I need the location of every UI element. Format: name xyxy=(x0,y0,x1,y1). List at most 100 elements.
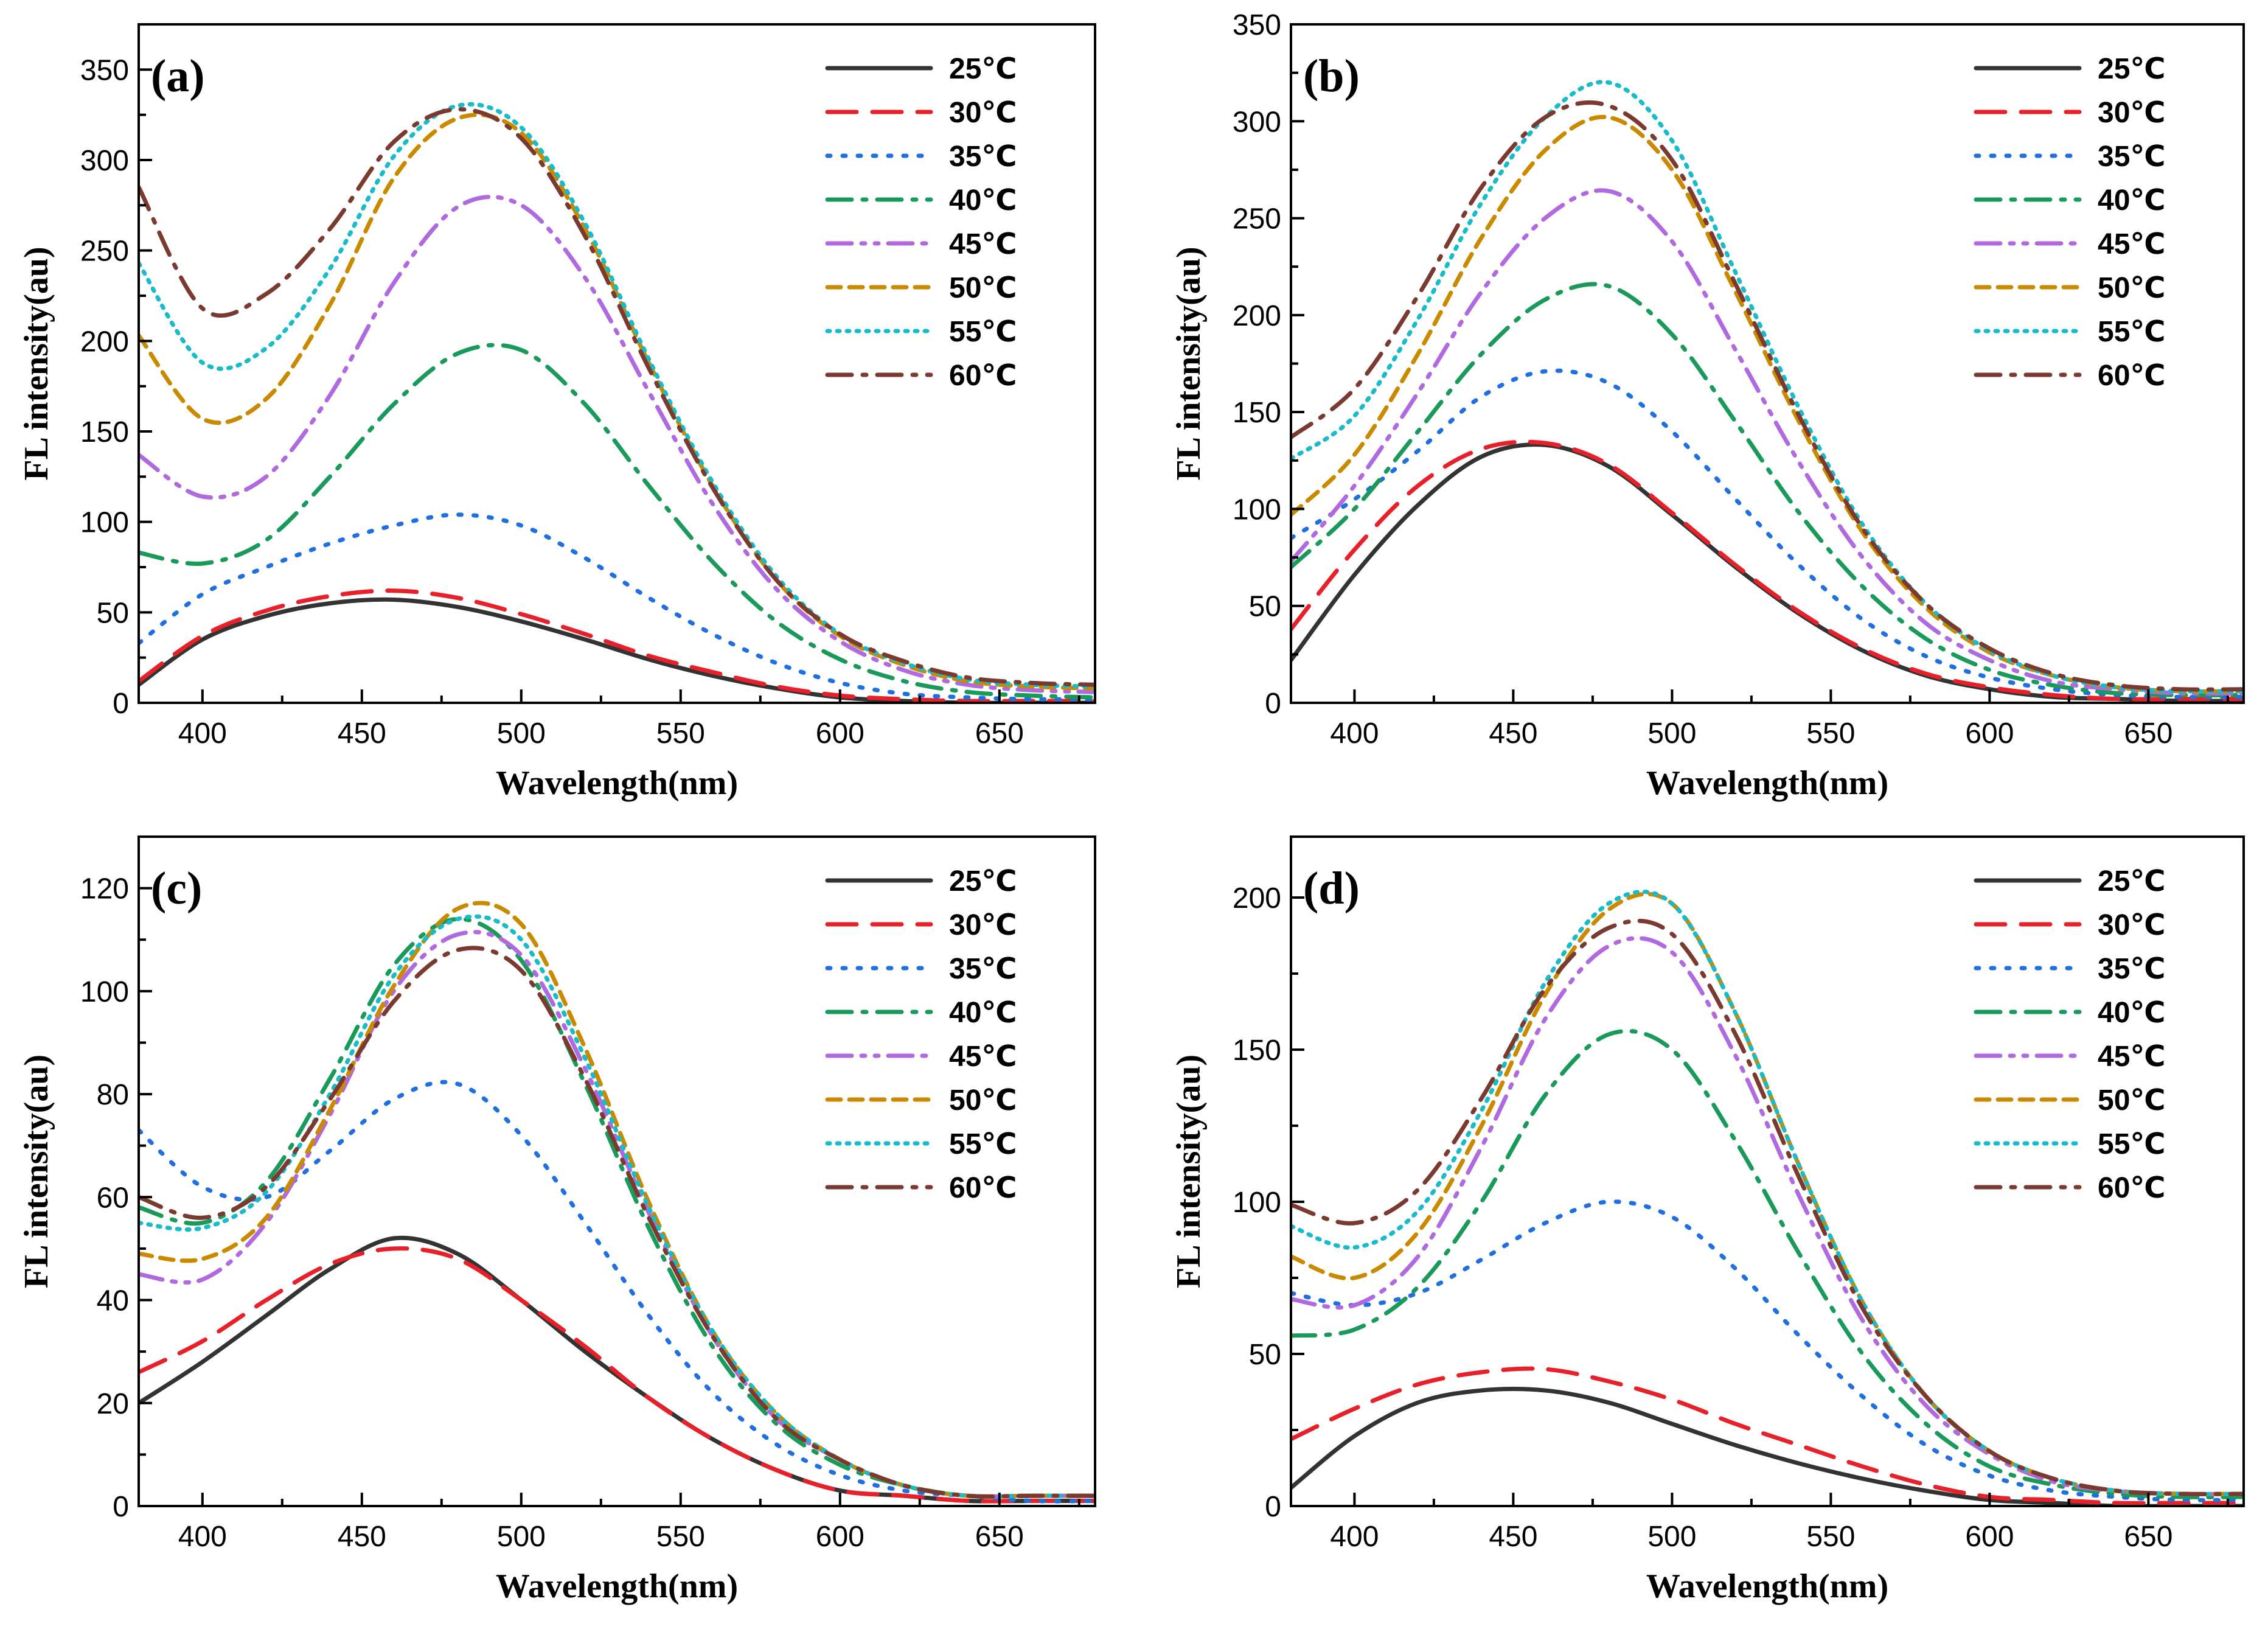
legend-label: 25℃ xyxy=(949,865,1017,898)
y-tick-label: 60 xyxy=(97,1182,129,1214)
y-tick-label: 0 xyxy=(1265,688,1281,720)
y-tick-label: 250 xyxy=(1233,203,1281,235)
legend-label: 40℃ xyxy=(949,997,1017,1029)
y-tick-label: 350 xyxy=(1233,9,1281,41)
panel-label: (c) xyxy=(151,863,202,914)
legend: 25℃ 30℃ 35℃ 40℃ 45℃ 50℃ 55℃ 60℃ xyxy=(825,865,1017,1204)
series-line-25c xyxy=(139,597,1095,703)
series-line-35c xyxy=(139,1079,1095,1504)
x-tick-label: 550 xyxy=(656,1521,705,1553)
x-tick-label: 400 xyxy=(1330,717,1379,750)
y-tick-label: 200 xyxy=(80,326,129,358)
y-tick-label: 50 xyxy=(1249,1339,1281,1371)
y-tick-label: 50 xyxy=(1249,591,1281,623)
axes-frame xyxy=(137,835,1096,1507)
x-tick-label: 500 xyxy=(497,717,546,750)
series-line-55c xyxy=(1291,80,2244,694)
y-tick-label: 50 xyxy=(97,597,129,629)
x-tick-label: 450 xyxy=(1489,717,1537,750)
y-tick-label: 350 xyxy=(80,54,129,86)
y-axis-label: FL intensity(au) xyxy=(1170,1055,1208,1288)
y-tick-label: 0 xyxy=(1265,1491,1281,1523)
legend-label: 45℃ xyxy=(2098,228,2166,260)
y-tick-label: 80 xyxy=(97,1079,129,1111)
y-tick-label: 150 xyxy=(1233,397,1281,429)
series-line-35c xyxy=(139,512,1095,702)
y-tick-label: 100 xyxy=(80,976,129,1008)
legend-label: 60℃ xyxy=(2098,360,2166,392)
series-line-40c xyxy=(139,343,1095,700)
legend-label: 35℃ xyxy=(2098,141,2166,173)
x-tick-label: 650 xyxy=(2124,717,2172,750)
legend-label: 60℃ xyxy=(949,360,1017,392)
series-line-45c xyxy=(139,195,1095,694)
panel-c: 400 450 500 550 600 650 0 20 40 60 80 100 120 Wavelen… xyxy=(18,835,1096,1605)
y-axis-label: FL intensity(au) xyxy=(1170,246,1208,480)
x-axis-label: Wavelength(nm) xyxy=(496,1568,738,1605)
series-group xyxy=(1291,890,2244,1506)
y-tick-label: 0 xyxy=(113,1491,129,1523)
legend-label: 60℃ xyxy=(2098,1172,2166,1204)
x-tick-label: 500 xyxy=(1647,717,1696,750)
x-axis-label: Wavelength(nm) xyxy=(1646,1568,1888,1605)
y-tick-label: 100 xyxy=(1233,1187,1281,1219)
y-tick-label: 200 xyxy=(1233,882,1281,915)
panel-b: 400 450 500 550 600 650 0 50 100 150 200 250 300 350 W… xyxy=(1170,9,2245,802)
x-tick-label: 600 xyxy=(816,717,864,750)
panel-a: 400 450 500 550 600 650 0 50 100 150 200 250 300 350 W… xyxy=(18,23,1096,802)
legend-label: 45℃ xyxy=(2098,1041,2166,1073)
legend-label: 50℃ xyxy=(949,272,1017,304)
series-line-45c xyxy=(1291,936,2244,1496)
series-line-60c xyxy=(1291,918,2244,1496)
series-line-35c xyxy=(1291,368,2244,700)
x-tick-label: 400 xyxy=(1330,1521,1379,1553)
legend-label: 30℃ xyxy=(2098,97,2166,129)
series-line-60c xyxy=(139,946,1095,1499)
series-group xyxy=(1291,80,2244,703)
legend-label: 40℃ xyxy=(2098,997,2166,1029)
axes-frame xyxy=(1290,835,2245,1507)
legend-label: 50℃ xyxy=(2098,1084,2166,1117)
y-tick-label: 200 xyxy=(1233,300,1281,332)
x-tick-label: 600 xyxy=(1965,1521,2014,1553)
x-tick-label: 500 xyxy=(497,1521,546,1553)
series-line-60c xyxy=(1291,100,2244,692)
x-tick-label: 600 xyxy=(816,1521,864,1553)
legend-label: 35℃ xyxy=(949,141,1017,173)
x-tick-label: 550 xyxy=(1806,717,1855,750)
legend-label: 30℃ xyxy=(949,909,1017,941)
series-group xyxy=(139,102,1095,703)
legend-label: 55℃ xyxy=(2098,316,2166,348)
series-line-30c xyxy=(1291,439,2244,702)
legend-label: 35℃ xyxy=(2098,953,2166,985)
y-tick-label: 150 xyxy=(80,416,129,448)
x-tick-label: 600 xyxy=(1965,717,2014,750)
panel-label: (b) xyxy=(1303,51,1360,102)
series-line-40c xyxy=(1291,1028,2244,1499)
x-tick-label: 550 xyxy=(656,717,705,750)
legend-label: 40℃ xyxy=(2098,184,2166,217)
y-axis-label: FL intensity(au) xyxy=(18,1055,55,1288)
series-line-25c xyxy=(139,1235,1095,1504)
x-tick-label: 400 xyxy=(178,717,227,750)
x-tick-label: 450 xyxy=(338,1521,386,1553)
y-axis-label: FL intensity(au) xyxy=(18,246,55,480)
panel-label: (a) xyxy=(151,51,205,102)
series-line-25c xyxy=(1291,442,2244,703)
legend-label: 30℃ xyxy=(2098,909,2166,941)
legend-label: 30℃ xyxy=(949,97,1017,129)
legend-label: 50℃ xyxy=(949,1084,1017,1117)
x-tick-label: 400 xyxy=(178,1521,227,1553)
series-line-30c xyxy=(1291,1366,2244,1505)
y-tick-label: 150 xyxy=(1233,1034,1281,1067)
legend-label: 55℃ xyxy=(949,1128,1017,1160)
series-line-40c xyxy=(1291,282,2244,698)
series-line-50c xyxy=(139,113,1095,691)
series-line-30c xyxy=(139,588,1095,703)
panel-d: 400 450 500 550 600 650 0 50 100 150 200 Wavelength… xyxy=(1170,835,2245,1605)
legend-label: 55℃ xyxy=(2098,1128,2166,1160)
series-line-60c xyxy=(139,107,1095,687)
legend-label: 40℃ xyxy=(949,184,1017,217)
legend: 25℃ 30℃ 35℃ 40℃ 45℃ 50℃ 55℃ 60℃ xyxy=(825,53,1017,392)
